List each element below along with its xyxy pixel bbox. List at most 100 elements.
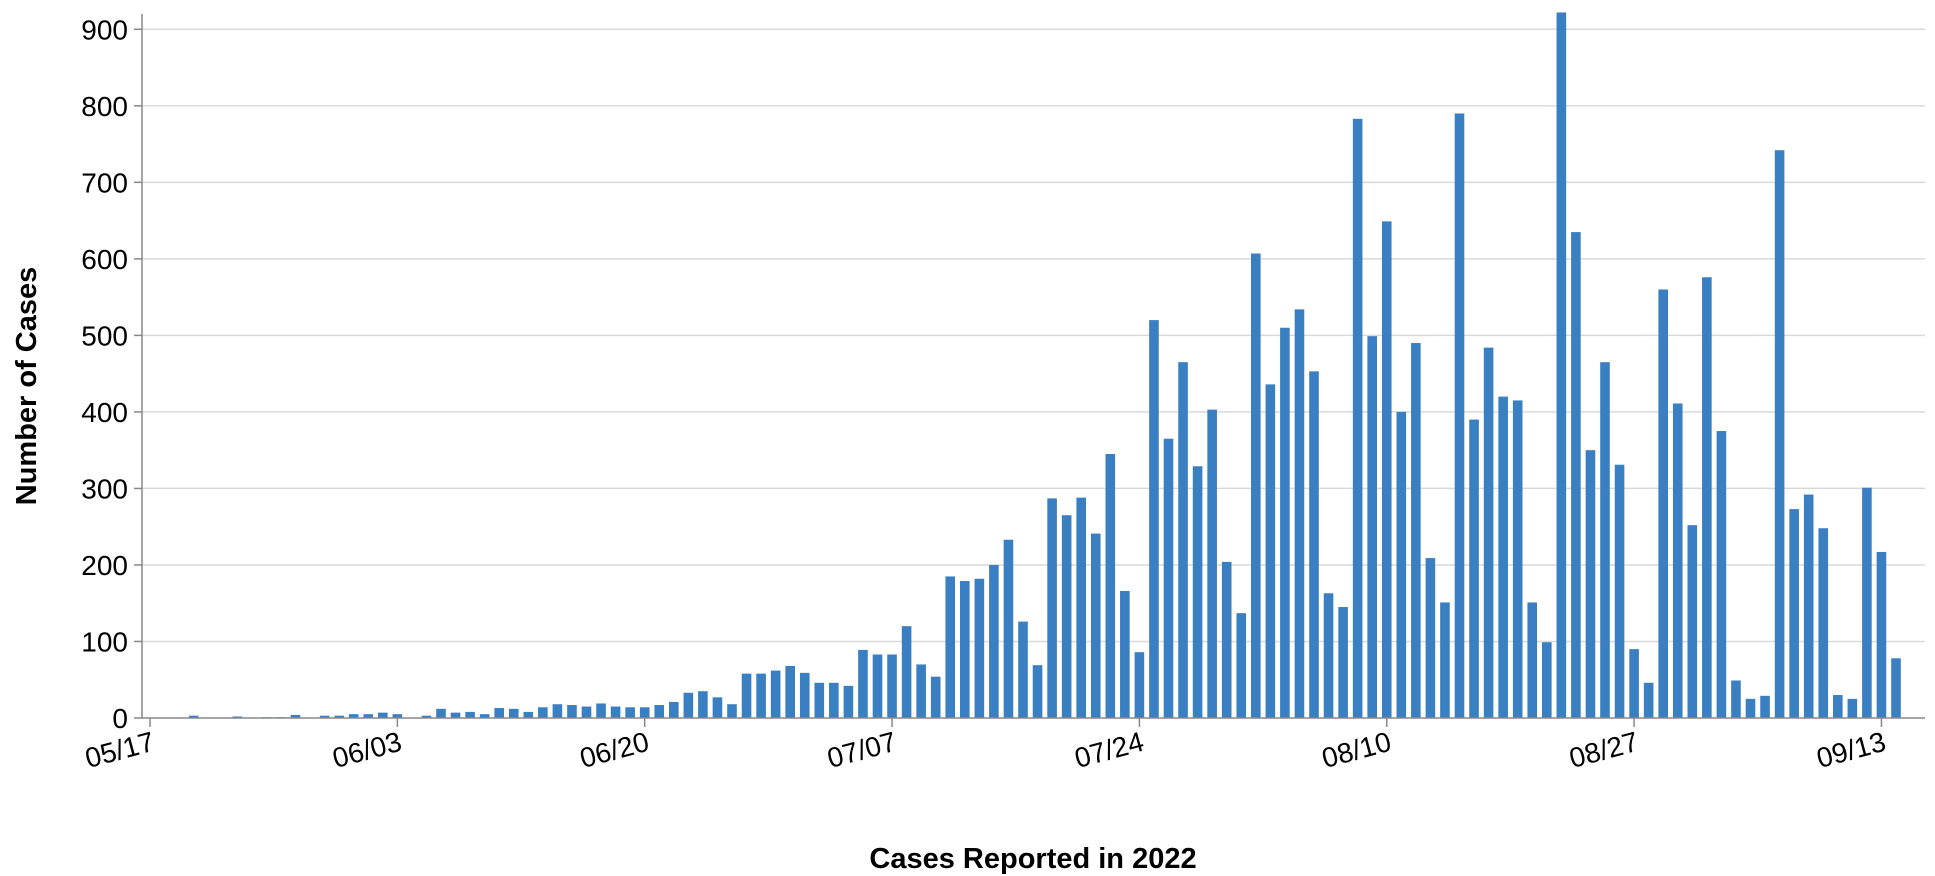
bar-75 [1236, 613, 1247, 718]
bar-114 [1803, 494, 1814, 718]
y-tick-label-300: 300 [81, 473, 128, 504]
bar-51 [887, 654, 897, 718]
bar-99 [1585, 450, 1596, 718]
y-tick-label-800: 800 [81, 91, 128, 122]
bar-16 [378, 712, 388, 718]
bar-53 [916, 664, 926, 718]
bar-57 [974, 578, 985, 718]
x-tick-label-08-27: 08/27 [1566, 726, 1642, 774]
y-tick-label-400: 400 [81, 397, 128, 428]
bar-60 [1018, 621, 1028, 718]
bar-40 [727, 704, 737, 718]
bar-100 [1600, 362, 1610, 718]
y-tick-label-500: 500 [81, 320, 128, 351]
bar-87 [1411, 343, 1421, 718]
bar-23 [479, 714, 490, 718]
bar-14 [348, 714, 359, 718]
bar-84 [1367, 336, 1377, 718]
x-ticks: 05/17 06/03 06/20 07/07 07/24 08/10 08/27 09/13 [82, 718, 1889, 774]
bar-39 [712, 697, 723, 718]
bar-21 [450, 712, 461, 718]
bar-56 [960, 581, 970, 718]
bar-42 [756, 673, 766, 718]
bar-32 [610, 706, 621, 718]
bar-6 [232, 716, 243, 718]
bar-111 [1760, 695, 1770, 718]
bar-117 [1847, 698, 1858, 718]
bar-98 [1571, 232, 1581, 718]
bar-96 [1542, 642, 1552, 718]
bar-115 [1818, 528, 1829, 718]
bar-81 [1323, 593, 1334, 718]
bar-116 [1833, 695, 1843, 718]
x-tick-label-06-03: 06/03 [329, 726, 405, 774]
bar-110 [1745, 698, 1756, 718]
bar-49 [858, 649, 868, 718]
bar-118 [1862, 487, 1872, 718]
bar-48 [843, 685, 854, 718]
bar-44 [785, 665, 795, 718]
x-tick-label-07-24: 07/24 [1071, 726, 1147, 774]
bar-24 [494, 708, 504, 718]
bar-86 [1396, 411, 1407, 718]
bar-71 [1178, 362, 1188, 718]
x-tick-label-09-13: 09/13 [1813, 726, 1889, 774]
bar-37 [683, 692, 694, 718]
x-tick-label-05-17: 05/17 [82, 726, 158, 774]
bar-61 [1032, 665, 1043, 718]
bar-26 [523, 711, 534, 718]
bar-67 [1120, 590, 1130, 718]
bar-103 [1643, 682, 1654, 718]
bar-82 [1338, 607, 1348, 718]
bar-13 [334, 715, 344, 718]
bar-27 [538, 707, 548, 718]
bar-93 [1498, 396, 1508, 718]
bar-3 [188, 715, 199, 718]
y-axis-title: Number of Cases [11, 267, 43, 506]
bar-35 [654, 704, 665, 718]
y-tick-label-700: 700 [81, 167, 128, 198]
bar-108 [1716, 431, 1727, 718]
bar-55 [945, 576, 956, 718]
bars [188, 12, 1901, 719]
y-tick-label-200: 200 [81, 550, 128, 581]
bar-77 [1265, 384, 1276, 718]
bar-17 [392, 714, 403, 718]
bar-69 [1149, 320, 1159, 718]
y-tick-label-0: 0 [112, 703, 128, 734]
bar-58 [989, 564, 999, 718]
bar-80 [1309, 371, 1319, 718]
bar-113 [1789, 509, 1799, 718]
bar-28 [552, 704, 563, 718]
bar-119 [1876, 551, 1887, 718]
bar-78 [1280, 327, 1290, 718]
bar-63 [1061, 515, 1072, 718]
bar-52 [901, 626, 912, 718]
bar-45 [799, 672, 810, 718]
bar-46 [814, 682, 825, 718]
bar-20 [436, 708, 446, 718]
bar-105 [1672, 403, 1683, 718]
bar-54 [930, 676, 941, 718]
bar-36 [669, 701, 679, 718]
bar-94 [1512, 400, 1523, 718]
bar-107 [1702, 277, 1712, 718]
bar-90 [1454, 113, 1465, 719]
y-ticks: 0 100 200 300 400 500 600 700 800 900 [81, 14, 142, 734]
bar-41 [741, 673, 752, 718]
y-tick-label-100: 100 [81, 626, 128, 657]
bar-91 [1469, 419, 1479, 718]
bar-33 [625, 707, 635, 718]
bar-76 [1251, 253, 1261, 718]
bar-72 [1192, 466, 1203, 718]
bar-85 [1381, 221, 1392, 718]
bar-38 [698, 691, 708, 718]
bar-29 [567, 704, 577, 718]
bar-109 [1731, 680, 1741, 718]
bar-10 [290, 714, 301, 718]
bar-30 [581, 706, 592, 718]
bar-104 [1658, 289, 1668, 718]
bar-66 [1105, 454, 1116, 718]
bar-47 [829, 682, 839, 718]
